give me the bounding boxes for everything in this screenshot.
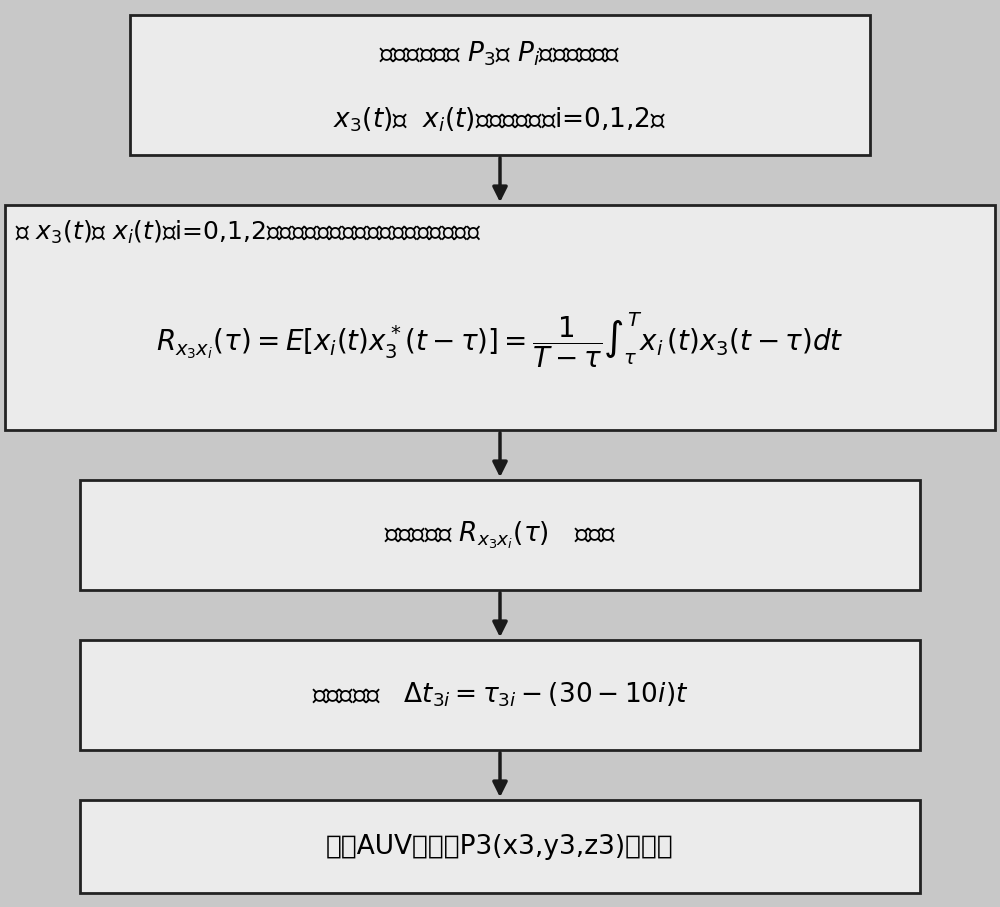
- Bar: [5, 205, 995, 430]
- Text: 计算时延差   $\Delta t_{3i} = \tau_{3i} - (30-10i)t$: 计算时延差 $\Delta t_{3i} = \tau_{3i} - (30-1…: [312, 681, 688, 709]
- Bar: [80, 480, 920, 590]
- Bar: [80, 640, 920, 750]
- Text: $R_{x_3x_i}(\tau) = E[x_i(t)x_3^*(t-\tau)] = \dfrac{1}{T-\tau}\int_{\tau}^{T} x_: $R_{x_3x_i}(\tau) = E[x_i(t)x_3^*(t-\tau…: [156, 310, 844, 370]
- Bar: [80, 800, 920, 893]
- Text: 将时间窗内的 $P_3$和 $P_i$接收的声信号: 将时间窗内的 $P_3$和 $P_i$接收的声信号: [379, 39, 621, 67]
- Text: $x_3(t)$和  $x_i(t)$转入计算机（i=0,1,2）: $x_3(t)$和 $x_i(t)$转入计算机（i=0,1,2）: [333, 105, 667, 133]
- Text: 计算AUV当前的P3(x3,y3,z3)的坐标: 计算AUV当前的P3(x3,y3,z3)的坐标: [326, 834, 674, 860]
- Bar: [130, 15, 870, 155]
- Text: 计算机寻找 $R_{x_3x_i}(\tau)$   相关峰: 计算机寻找 $R_{x_3x_i}(\tau)$ 相关峰: [384, 519, 616, 551]
- Text: 对 $x_3(t)$和 $x_i(t)$（i=0,1,2）分别进行互相关计算得到互相关函数: 对 $x_3(t)$和 $x_i(t)$（i=0,1,2）分别进行互相关计算得到…: [15, 219, 481, 246]
